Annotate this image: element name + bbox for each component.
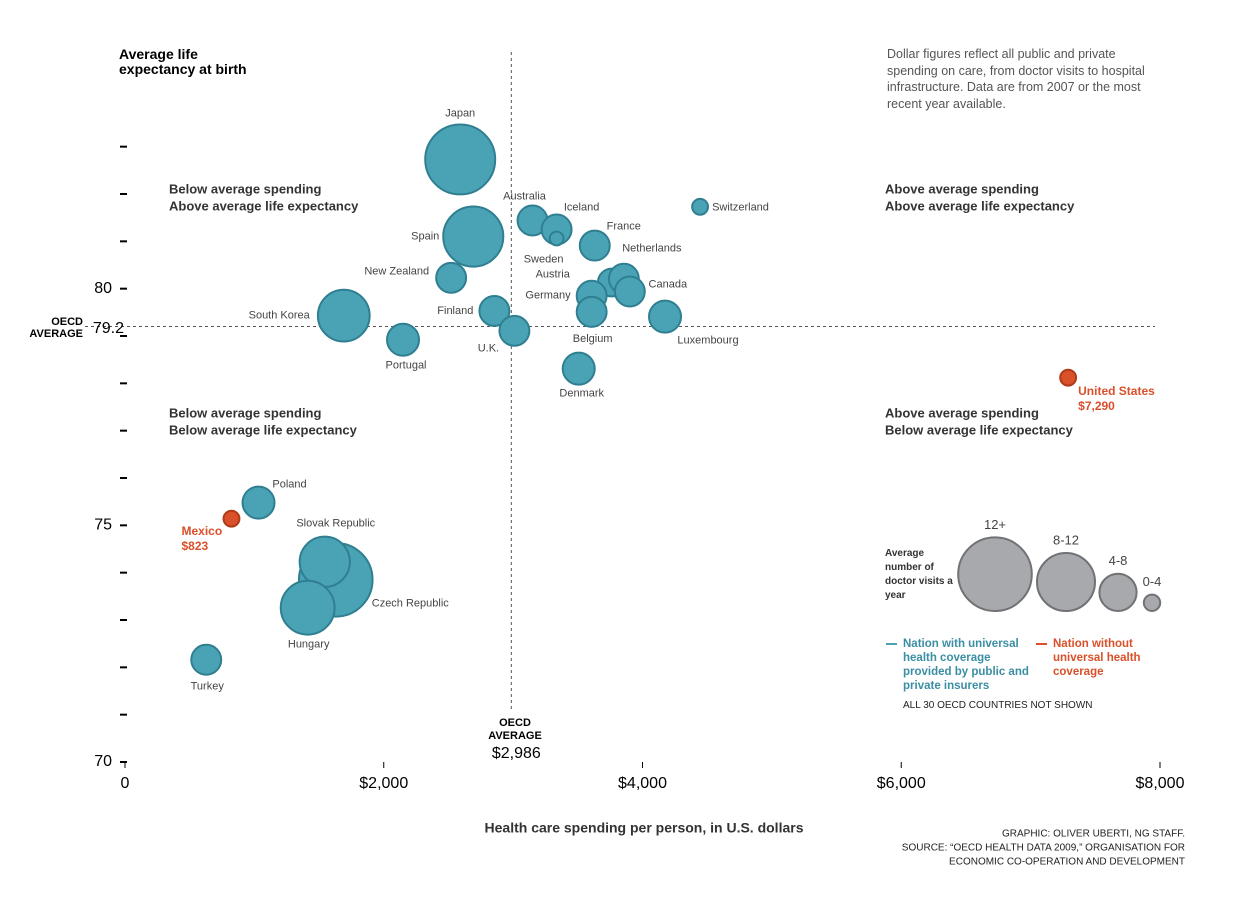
bubble (435, 261, 468, 294)
point-label: Luxembourg (677, 334, 738, 346)
size-legend-label: 8-12 (1053, 532, 1079, 547)
point-label: Iceland (564, 201, 599, 213)
point-label: Japan (445, 107, 475, 119)
quadrant-label: Above average spending (885, 181, 1039, 196)
quadrant-label: Below average life expectancy (885, 422, 1074, 437)
point-label: Finland (437, 305, 473, 317)
bubble (648, 299, 683, 334)
bubble (575, 295, 608, 328)
point-label: Mexico (181, 524, 222, 538)
bubble (298, 535, 351, 588)
y-tick-label: 80 (94, 280, 112, 297)
bubble (222, 509, 241, 528)
bubble (190, 643, 223, 676)
point-label: Spain (411, 231, 439, 243)
point-label: South Korea (249, 310, 311, 322)
bubble (316, 288, 371, 343)
point-label: Germany (525, 290, 571, 302)
legend-entry: Nation with universal health coverage pr… (903, 638, 1029, 692)
point-label: Turkey (191, 681, 225, 693)
coverage-note: ALL 30 OECD COUNTRIES NOT SHOWN (903, 700, 1093, 711)
x-axis-title: Health care spending per person, in U.S.… (485, 820, 804, 836)
bubble (442, 205, 505, 268)
bubble (561, 351, 596, 386)
bubble (241, 485, 276, 520)
quadrant-label: Above average spending (885, 405, 1039, 420)
point-label: Austria (536, 268, 571, 280)
bubble (478, 294, 511, 327)
size-legend-bubble (1142, 593, 1162, 612)
bubble (613, 275, 646, 308)
average-label: OECD AVERAGE (29, 316, 83, 340)
point-label: Portugal (386, 360, 427, 372)
y-axis-title: Average life expectancy at birth (119, 46, 247, 77)
credit: ECONOMIC CO-OPERATION AND DEVELOPMENT (949, 857, 1185, 868)
x-tick-label: $6,000 (877, 775, 926, 792)
point-label: Poland (272, 479, 306, 491)
point-label: United States (1078, 384, 1155, 398)
size-legend-label: 12+ (984, 517, 1006, 532)
point-label: Australia (503, 190, 547, 202)
bubble (691, 197, 710, 216)
credit: SOURCE: “OECD HEALTH DATA 2009,” ORGANIS… (902, 843, 1185, 854)
size-legend-bubble (1098, 572, 1138, 613)
bubble (498, 314, 531, 347)
bubble (386, 322, 421, 357)
bubble (578, 229, 611, 262)
point-label: New Zealand (364, 266, 429, 278)
quadrant-label: Below average life expectancy (169, 422, 358, 437)
y-tick-label: 75 (94, 517, 112, 534)
point-label: Slovak Republic (296, 518, 375, 530)
point-label: France (607, 220, 641, 232)
point-value-label: $823 (181, 539, 208, 553)
quadrant-label: Above average life expectancy (885, 198, 1075, 213)
y-tick-label: 70 (94, 753, 112, 770)
note: Dollar figures reflect all public and pr… (887, 47, 1145, 111)
quadrant-label: Above average life expectancy (169, 198, 359, 213)
size-legend-title: Average number of doctor visits a year (885, 548, 953, 601)
size-legend-label: 0-4 (1143, 574, 1162, 589)
point-label: Switzerland (712, 202, 769, 214)
point-label: Denmark (559, 388, 604, 400)
credit: GRAPHIC: OLIVER UBERTI, NG STAFF. (1002, 829, 1185, 840)
bubble (424, 123, 497, 196)
size-legend-bubble (1036, 552, 1096, 612)
average-value: $2,986 (492, 745, 541, 762)
bubble (279, 579, 336, 636)
size-legend-bubble (957, 536, 1033, 613)
size-legend-label: 4-8 (1109, 553, 1128, 568)
quadrant-label: Below average spending (169, 405, 321, 420)
point-label: Canada (649, 278, 688, 290)
x-tick-label: $2,000 (359, 775, 408, 792)
x-tick-label: $4,000 (618, 775, 667, 792)
point-label: Netherlands (622, 243, 682, 255)
point-label: Hungary (288, 639, 330, 651)
average-label: OECD AVERAGE (488, 717, 542, 742)
point-label: Czech Republic (372, 598, 450, 610)
point-value-label: $7,290 (1078, 399, 1115, 413)
quadrant-label: Below average spending (169, 181, 321, 196)
bubble (1059, 368, 1078, 387)
point-label: Belgium (573, 333, 613, 345)
average-value: 79.2 (93, 320, 124, 337)
legend-entry: Nation without universal health coverage (1053, 638, 1141, 678)
x-tick-label: $8,000 (1136, 775, 1185, 792)
x-tick-label: 0 (121, 775, 130, 792)
point-label: U.K. (478, 343, 499, 355)
point-label: Sweden (524, 253, 564, 265)
bubble (548, 230, 565, 247)
